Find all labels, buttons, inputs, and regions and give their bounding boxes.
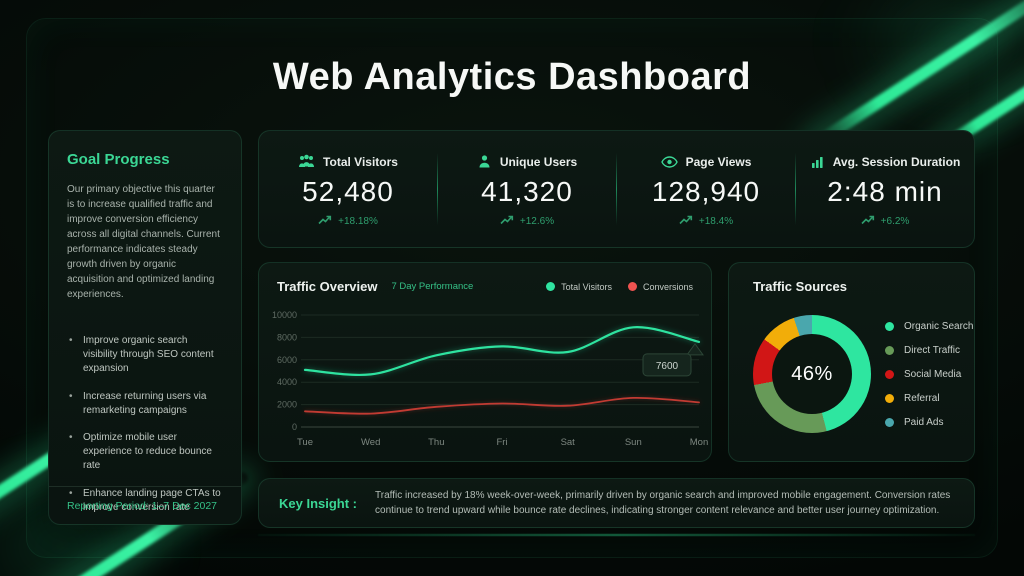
svg-text:2000: 2000 xyxy=(277,400,297,410)
trend-up-icon xyxy=(500,215,514,228)
svg-text:0: 0 xyxy=(292,422,297,432)
stat-trend: +12.6% xyxy=(520,216,554,227)
legend-dot xyxy=(546,282,555,291)
svg-text:Sat: Sat xyxy=(561,437,576,448)
svg-text:Wed: Wed xyxy=(361,437,380,448)
stat-unique-users: Unique Users 41,320 +12.6% xyxy=(438,131,616,247)
line-chart-legend: Total Visitors Conversions xyxy=(546,282,693,292)
legend-dot xyxy=(628,282,637,291)
legend-item-social-media[interactable]: Social Media xyxy=(885,369,973,380)
user-icon xyxy=(477,154,492,169)
traffic-overview-panel: Traffic Overview 7 Day Performance Total… xyxy=(258,262,712,462)
donut-center-value: 46% xyxy=(791,363,833,386)
svg-text:7600: 7600 xyxy=(656,361,679,372)
key-insight-label: Key Insight : xyxy=(279,496,357,511)
stat-label: Total Visitors xyxy=(323,155,398,169)
bar-chart-icon xyxy=(810,155,825,169)
legend-dot xyxy=(885,418,894,427)
traffic-sources-title: Traffic Sources xyxy=(729,263,974,294)
key-insight-panel: Key Insight : Traffic increased by 18% w… xyxy=(258,478,975,528)
stat-label: Avg. Session Duration xyxy=(833,155,961,169)
svg-text:4000: 4000 xyxy=(277,377,297,387)
goal-bullet: Optimize mobile user experience to reduc… xyxy=(67,431,223,474)
key-insight-text: Traffic increased by 18% week-over-week,… xyxy=(375,488,954,518)
goal-progress-title: Goal Progress xyxy=(67,151,223,168)
stat-label: Page Views xyxy=(686,155,752,169)
stat-value: 52,480 xyxy=(302,176,394,208)
stat-value: 41,320 xyxy=(481,176,573,208)
legend-label: Direct Traffic xyxy=(904,345,960,356)
goal-bullet: Improve organic search visibility throug… xyxy=(67,334,223,377)
svg-text:6000: 6000 xyxy=(277,355,297,365)
svg-text:Thu: Thu xyxy=(428,437,444,448)
legend-label: Referral xyxy=(904,393,940,404)
svg-text:10000: 10000 xyxy=(272,310,297,320)
legend-item-organic-search[interactable]: Organic Search xyxy=(885,321,973,332)
legend-item-conversions[interactable]: Conversions xyxy=(628,282,693,292)
legend-label: Conversions xyxy=(643,282,693,292)
svg-text:Mon: Mon xyxy=(690,437,708,448)
legend-item-total-visitors[interactable]: Total Visitors xyxy=(546,282,612,292)
legend-item-paid-ads[interactable]: Paid Ads xyxy=(885,417,973,428)
legend-label: Organic Search xyxy=(904,321,973,332)
stat-avg-session-duration: Avg. Session Duration 2:48 min +6.2% xyxy=(796,131,974,247)
legend-label: Social Media xyxy=(904,369,961,380)
goal-progress-description: Our primary objective this quarter is to… xyxy=(67,182,223,302)
stat-value: 128,940 xyxy=(652,176,760,208)
traffic-overview-subtitle: 7 Day Performance xyxy=(391,281,473,292)
traffic-line-chart: 0 2000 4000 6000 8000 10000 Tue Wed Thu Fri Sat Sun… xyxy=(259,293,711,461)
svg-text:Tue: Tue xyxy=(297,437,313,448)
trend-up-icon xyxy=(679,215,693,228)
goal-bullet: Increase returning users via remarketing… xyxy=(67,390,223,418)
donut-hole: 46% xyxy=(772,334,852,414)
goal-progress-panel: Goal Progress Our primary objective this… xyxy=(48,130,242,525)
legend-dot xyxy=(885,322,894,331)
stat-trend: +18.18% xyxy=(338,216,378,227)
eye-icon xyxy=(661,156,678,168)
legend-label: Paid Ads xyxy=(904,417,943,428)
stat-trend: +18.4% xyxy=(699,216,733,227)
stat-trend: +6.2% xyxy=(881,216,910,227)
kpi-stats-panel: Total Visitors 52,480 +18.18% Unique Use… xyxy=(258,130,975,248)
svg-text:Fri: Fri xyxy=(496,437,507,448)
page-title: Web Analytics Dashboard xyxy=(0,56,1024,99)
users-group-icon xyxy=(298,154,315,169)
legend-item-direct-traffic[interactable]: Direct Traffic xyxy=(885,345,973,356)
stat-label: Unique Users xyxy=(500,155,577,169)
svg-text:8000: 8000 xyxy=(277,332,297,342)
legend-dot xyxy=(885,370,894,379)
legend-dot xyxy=(885,346,894,355)
legend-dot xyxy=(885,394,894,403)
legend-item-referral[interactable]: Referral xyxy=(885,393,973,404)
traffic-sources-panel: Traffic Sources 46% Organic Search Direc… xyxy=(728,262,975,462)
reporting-period: Reporting Period: 1–7 Dec 2027 xyxy=(49,486,241,524)
stat-total-visitors: Total Visitors 52,480 +18.18% xyxy=(259,131,437,247)
traffic-sources-donut-chart: 46% xyxy=(753,315,871,433)
svg-text:Sun: Sun xyxy=(625,437,642,448)
trend-up-icon xyxy=(318,215,332,228)
trend-up-icon xyxy=(861,215,875,228)
stat-page-views: Page Views 128,940 +18.4% xyxy=(617,131,795,247)
legend-label: Total Visitors xyxy=(561,282,612,292)
traffic-overview-title: Traffic Overview xyxy=(277,279,377,294)
bottom-glow-line xyxy=(258,534,975,536)
donut-legend: Organic Search Direct Traffic Social Med… xyxy=(885,321,973,428)
stat-value: 2:48 min xyxy=(827,176,942,208)
